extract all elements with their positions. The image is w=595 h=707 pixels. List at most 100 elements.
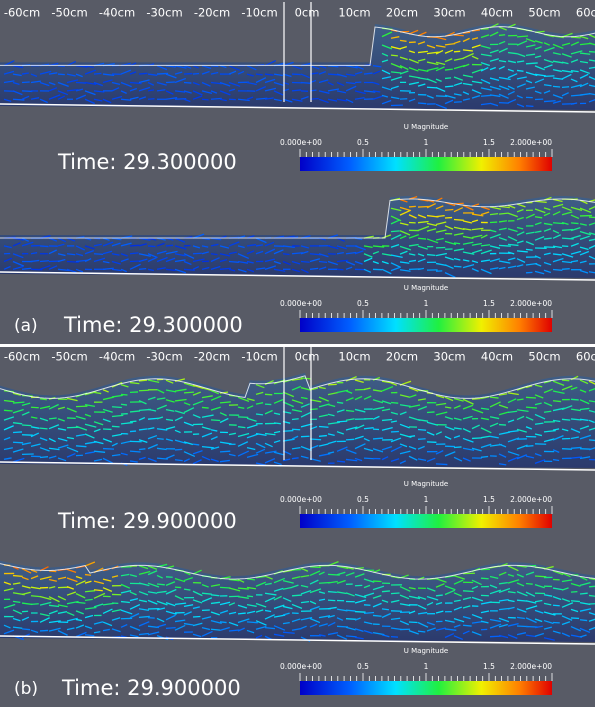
velocity-arrow [48,249,58,255]
velocity-arrow [39,617,50,623]
velocity-arrow [543,401,553,407]
velocity-arrow [498,423,507,426]
velocity-arrow [462,91,470,95]
velocity-arrow [156,416,164,420]
velocity-arrow [39,70,52,75]
velocity-arrow [228,621,239,627]
velocity-arrow [300,589,312,595]
velocity-arrow [21,568,32,574]
velocity-arrow [21,424,32,427]
velocity-arrow [336,90,347,94]
velocity-arrow [21,90,33,93]
velocity-arrow [156,256,168,263]
velocity-arrow [516,103,525,108]
velocity-arrow [75,580,86,586]
velocity-arrow [300,81,311,84]
velocity-arrow [210,419,221,422]
velocity-arrow [246,417,257,422]
velocity-arrow [138,565,149,570]
velocity-arrow [237,578,245,583]
velocity-arrow [381,86,392,91]
velocity-arrow [48,455,57,459]
velocity-arrow [147,599,158,605]
velocity-arrow [102,438,113,443]
velocity-arrow [570,70,579,73]
velocity-arrow [444,628,457,631]
velocity-arrow [390,617,401,621]
velocity-arrow [174,388,187,392]
velocity-arrow [147,379,160,383]
velocity-arrow [12,408,24,414]
velocity-arrow [282,391,295,398]
velocity-arrow [417,596,427,600]
velocity-arrow [480,34,490,39]
velocity-arrow [30,406,39,409]
velocity-arrow [570,456,582,459]
velocity-arrow [66,611,75,617]
velocity-arrow [453,248,465,252]
velocity-arrow [246,586,257,590]
velocity-arrow [525,240,534,246]
velocity-arrow [120,98,132,101]
velocity-arrow [552,253,562,256]
velocity-arrow [345,98,354,104]
velocity-arrow [552,400,562,403]
velocity-arrow [201,445,214,449]
velocity-arrow [210,601,221,605]
velocity-arrow [174,439,187,444]
velocity-arrow [435,229,447,233]
velocity-arrow [453,456,463,462]
velocity-arrow [489,212,499,216]
velocity-arrow [237,253,250,260]
velocity-arrow [273,587,284,592]
velocity-arrow [291,594,302,597]
velocity-arrow [453,624,461,628]
velocity-arrow [120,69,132,75]
velocity-arrow [246,446,256,451]
velocity-arrow [291,252,303,255]
velocity-arrow [300,387,312,391]
velocity-arrow [84,433,95,439]
velocity-arrow [183,402,191,406]
velocity-arrow [120,600,130,604]
velocity-arrow [309,605,320,611]
velocity-arrow [21,591,31,596]
velocity-arrow [318,591,326,595]
velocity-arrow [210,253,218,256]
velocity-arrow [147,565,158,570]
velocity-arrow [237,612,246,615]
velocity-arrow [345,449,357,455]
velocity-arrow [93,458,103,462]
colorbar-title: U Magnitude [404,647,448,655]
velocity-arrow [480,53,492,57]
velocity-arrow [399,245,412,251]
velocity-arrow [48,620,61,624]
time-label: Time: 29.300000 [57,150,237,174]
velocity-arrow [291,399,304,405]
velocity-arrow [408,253,416,256]
velocity-arrow [255,581,266,587]
velocity-arrow [156,607,166,611]
velocity-arrow [399,230,411,236]
velocity-arrow [561,92,569,97]
velocity-arrow [273,98,282,102]
velocity-arrow [273,461,282,466]
velocity-arrow [75,245,86,251]
velocity-arrow [192,90,203,96]
velocity-arrow [408,610,416,615]
velocity-arrow [147,443,158,450]
velocity-arrow [57,90,69,96]
velocity-arrow [480,249,492,255]
velocity-arrow [273,73,283,77]
velocity-arrow [264,78,276,84]
velocity-arrow [84,403,95,408]
velocity-arrow [525,396,536,399]
velocity-arrow [408,629,419,635]
velocity-arrow [444,208,454,211]
velocity-arrow [507,606,515,610]
velocity-arrow [579,407,590,411]
velocity-arrow [462,457,471,462]
velocity-arrow [291,575,301,580]
velocity-arrow [264,393,273,396]
velocity-arrow [525,634,536,638]
